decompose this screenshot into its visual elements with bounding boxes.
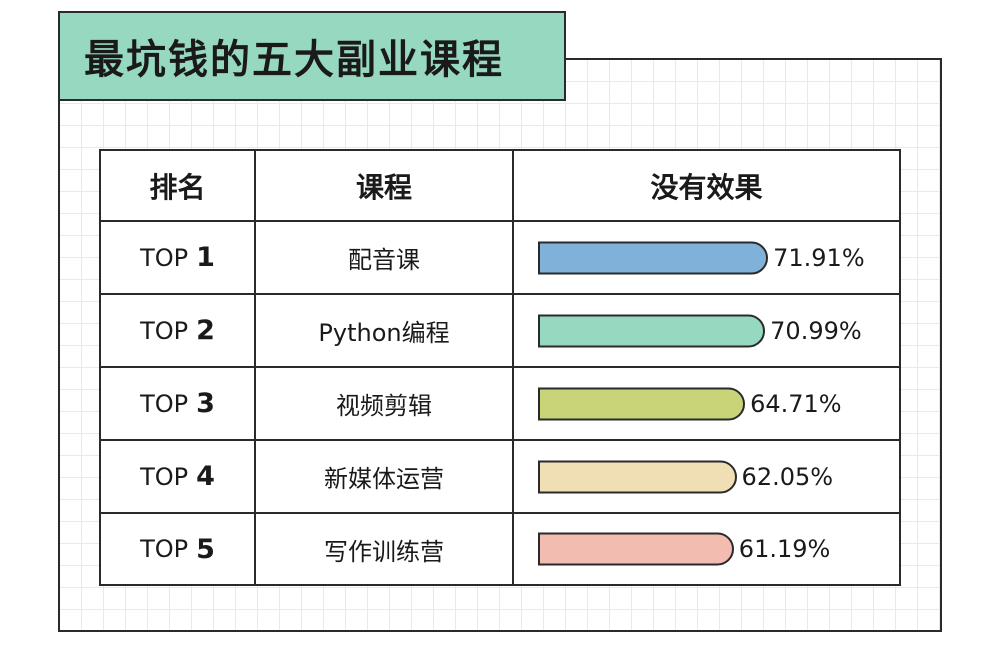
rank-prefix: TOP (140, 243, 189, 272)
title-banner: 最坑钱的五大副业课程 (58, 11, 566, 101)
bar-2 (538, 387, 746, 420)
bar-value-label: 62.05% (741, 462, 834, 491)
value-cell: 62.05% (514, 441, 899, 512)
rank-number: 5 (196, 533, 215, 565)
rank-number: 3 (196, 388, 215, 419)
rank-number: 1 (196, 242, 215, 273)
bar-value-label: 61.19% (738, 535, 831, 563)
course-cell: 写作训练营 (256, 514, 514, 584)
table-row: TOP 1 配音课 71.91% (101, 222, 899, 295)
course-cell: 配音课 (256, 222, 514, 293)
bar-0 (538, 241, 769, 274)
table-row: TOP 5 写作训练营 61.19% (101, 514, 899, 584)
rank-prefix: TOP (140, 462, 189, 491)
table-row: TOP 2 Python编程 70.99% (101, 295, 899, 368)
course-cell: 视频剪辑 (256, 368, 514, 439)
value-cell: 61.19% (514, 514, 899, 584)
value-cell: 64.71% (514, 368, 899, 439)
course-cell: 新媒体运营 (256, 441, 514, 512)
bar-4 (538, 532, 734, 566)
bar-value-label: 70.99% (770, 316, 862, 345)
rank-cell: TOP 4 (101, 441, 256, 512)
rank-number: 4 (196, 461, 215, 492)
rank-prefix: TOP (140, 389, 189, 418)
value-cell: 71.91% (514, 222, 899, 293)
table-header-row: 排名 课程 没有效果 (101, 151, 899, 222)
rank-number: 2 (196, 315, 215, 346)
value-cell: 70.99% (514, 295, 899, 366)
header-course: 课程 (256, 151, 514, 220)
rank-prefix: TOP (140, 316, 189, 345)
bar-3 (538, 460, 737, 493)
rank-prefix: TOP (140, 535, 189, 563)
bar-value-label: 64.71% (750, 389, 842, 418)
header-rank: 排名 (101, 151, 256, 220)
rank-cell: TOP 1 (101, 222, 256, 293)
ranking-table: 排名 课程 没有效果 TOP 1 配音课 71.91% TOP 2 Python… (99, 149, 901, 586)
bar-1 (538, 314, 766, 347)
page-title: 最坑钱的五大副业课程 (84, 37, 504, 83)
table-row: TOP 3 视频剪辑 64.71% (101, 368, 899, 441)
course-cell: Python编程 (256, 295, 514, 366)
rank-cell: TOP 3 (101, 368, 256, 439)
header-no-effect: 没有效果 (650, 170, 763, 204)
rank-cell: TOP 2 (101, 295, 256, 366)
rank-cell: TOP 5 (101, 514, 256, 584)
bar-value-label: 71.91% (773, 243, 865, 272)
table-row: TOP 4 新媒体运营 62.05% (101, 441, 899, 514)
